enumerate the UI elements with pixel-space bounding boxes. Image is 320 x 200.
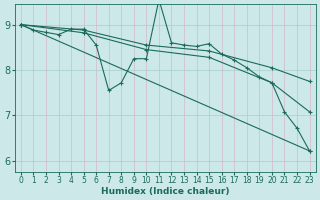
X-axis label: Humidex (Indice chaleur): Humidex (Indice chaleur) bbox=[101, 187, 229, 196]
